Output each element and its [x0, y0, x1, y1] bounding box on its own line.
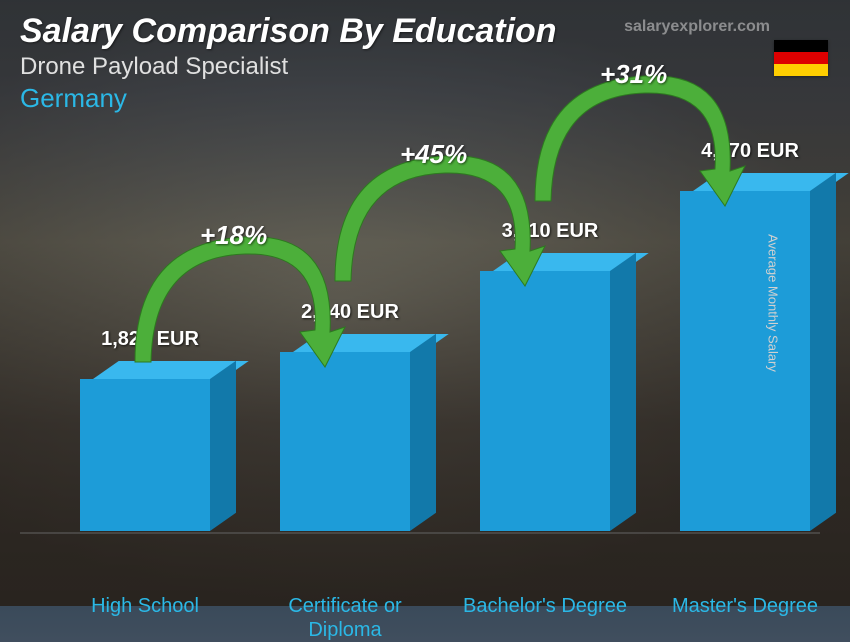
bar-side-face: [410, 334, 436, 531]
bar-label: Master's Degree: [655, 594, 835, 618]
page-title: Salary Comparison By Education: [20, 12, 557, 51]
yaxis-label: Average Monthly Salary: [766, 234, 781, 372]
header: Salary Comparison By Education Drone Pay…: [20, 12, 557, 114]
bar-label: Bachelor's Degree: [455, 594, 635, 618]
pct-increase-label: +31%: [600, 59, 667, 90]
flag-stripe: [774, 52, 828, 64]
watermark: salaryexplorer.com: [624, 18, 770, 36]
bar-front-face: [680, 191, 810, 531]
bar-label: High School: [55, 594, 235, 618]
pct-increase-label: +45%: [400, 139, 467, 170]
bar-side-face: [810, 173, 836, 531]
bar-side-face: [610, 253, 636, 531]
flag-stripe: [774, 64, 828, 76]
pct-increase-label: +18%: [200, 220, 267, 251]
flag-stripe: [774, 40, 828, 52]
flag-icon: [774, 40, 828, 76]
bar-label: Certificate or Diploma: [255, 594, 435, 642]
job-title: Drone Payload Specialist: [20, 53, 557, 81]
country-label: Germany: [20, 83, 557, 114]
bar-chart: High School1,820 EURCertificate or Diplo…: [40, 106, 810, 586]
